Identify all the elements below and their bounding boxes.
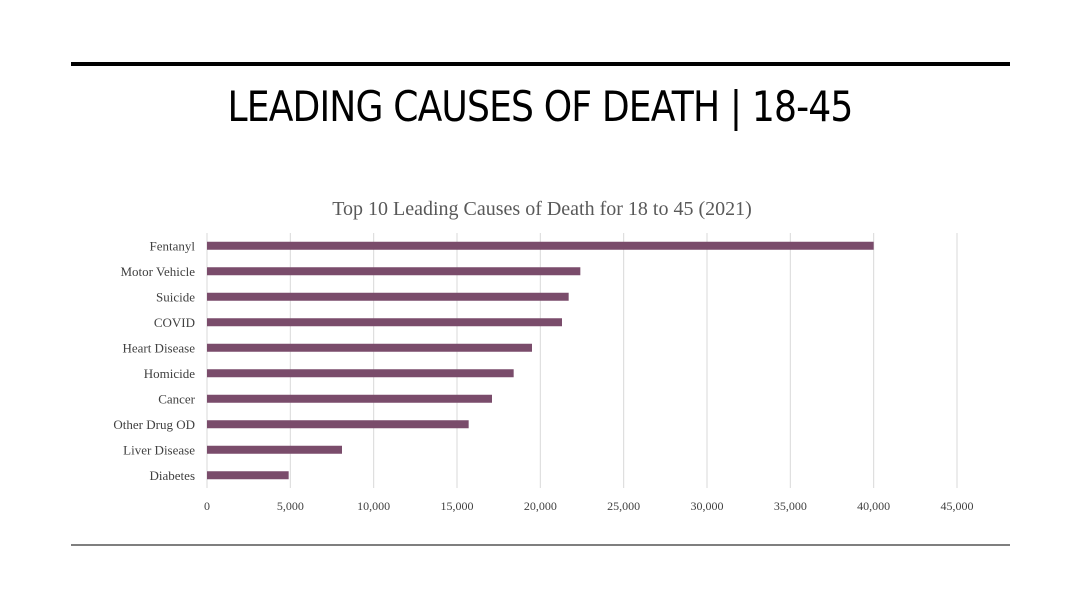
category-label: Cancer [158,391,195,406]
category-label: Liver Disease [123,442,195,457]
x-tick-label: 45,000 [941,499,974,513]
category-labels: Fentanyl Motor Vehicle Suicide COVID Heart D… [113,238,195,483]
gridlines [206,233,958,488]
category-label: Motor Vehicle [121,264,196,279]
x-tick-label: 25,000 [607,499,640,513]
bar [207,394,492,403]
category-label: Fentanyl [150,238,196,253]
bar [207,241,874,250]
bar [207,369,514,378]
x-tick-label: 30,000 [691,499,724,513]
category-label: Suicide [156,289,195,304]
bar [207,267,581,276]
bar [207,292,569,301]
bar [207,420,469,429]
bar [207,445,342,454]
category-label: Homicide [144,366,195,381]
x-tick-label: 10,000 [357,499,390,513]
x-tick-label: 15,000 [441,499,474,513]
top-rule [71,62,1010,66]
category-label: COVID [154,315,195,330]
slide-title: LEADING CAUSES OF DEATH | 18-45 [227,82,853,131]
x-tick-label: 5,000 [277,499,304,513]
bar [207,471,289,480]
bar [207,343,532,352]
bottom-rule [71,544,1010,546]
x-tick-label: 40,000 [857,499,890,513]
category-label: Other Drug OD [113,417,195,432]
chart-title: Top 10 Leading Causes of Death for 18 to… [332,198,752,220]
x-tick-label: 35,000 [774,499,807,513]
category-label: Heart Disease [122,340,195,355]
bars [207,241,874,480]
x-tick-label: 0 [204,499,210,513]
category-label: Diabetes [150,468,195,483]
x-tick-labels: 0 5,000 10,000 15,000 20,000 25,000 30,000 35,0… [204,499,974,513]
x-tick-label: 20,000 [524,499,557,513]
bar [207,318,562,327]
